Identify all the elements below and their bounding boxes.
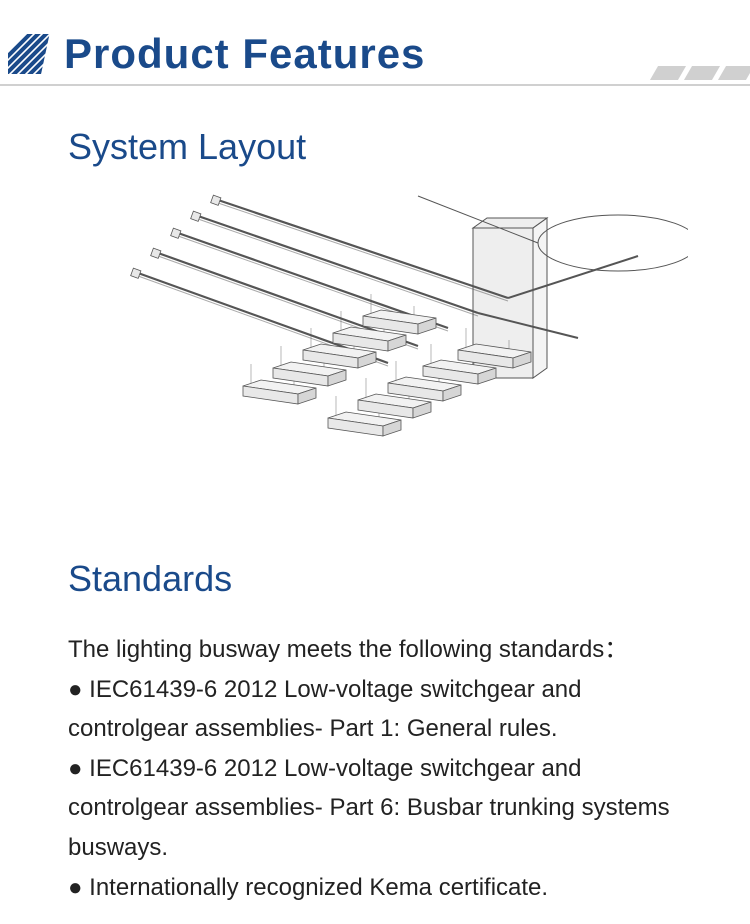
content: System Layout Standards The lighting bus…: [0, 86, 750, 907]
header-stripes-icon: [654, 66, 750, 80]
system-layout-diagram: [78, 188, 688, 498]
standards-bullet: ● IEC61439-6 2012 Low-voltage switchgear…: [68, 749, 690, 868]
standards-bullet: ● Internationally recognized Kema certif…: [68, 868, 690, 908]
standards-intro: The lighting busway meets the following …: [68, 630, 690, 670]
standards-body: The lighting busway meets the following …: [68, 630, 690, 907]
header: Product Features: [0, 0, 750, 78]
standards-bullet: ● IEC61439-6 2012 Low-voltage switchgear…: [68, 670, 690, 749]
page-title: Product Features: [64, 30, 425, 78]
system-layout-heading: System Layout: [68, 126, 690, 168]
standards-heading: Standards: [68, 558, 690, 600]
logo-hatched-icon: [8, 32, 52, 76]
